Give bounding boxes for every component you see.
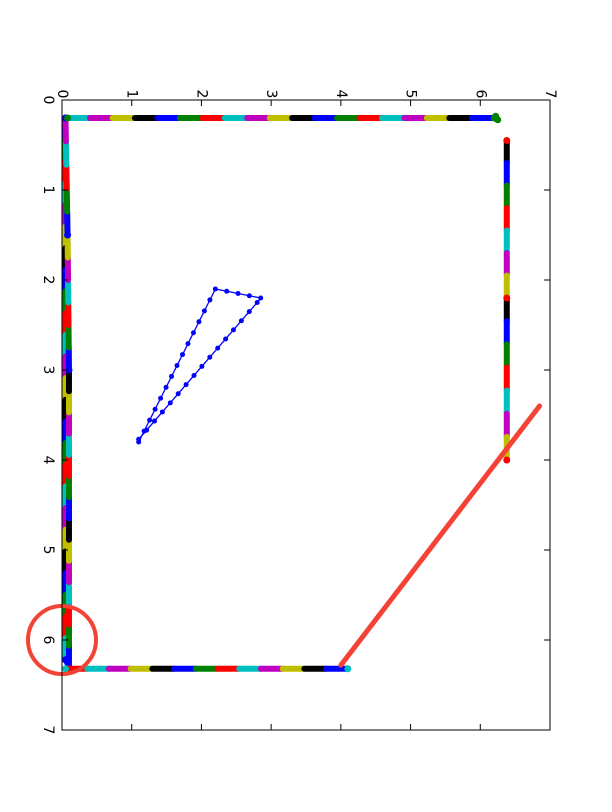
data-point	[246, 309, 252, 315]
data-point	[163, 384, 169, 390]
y-tick-label: 1	[40, 186, 56, 195]
data-point	[175, 391, 181, 397]
data-point	[167, 400, 173, 406]
plot-area	[62, 100, 550, 730]
data-point	[235, 291, 241, 296]
data-point	[254, 300, 260, 305]
y-tick-label: 6	[40, 636, 56, 645]
x-tick-label: 7	[542, 90, 558, 99]
y-tick-label: 0	[40, 96, 56, 105]
y-tick-label: 4	[40, 456, 56, 465]
data-point	[191, 372, 197, 378]
data-point	[159, 409, 165, 415]
y-tick-label: 2	[40, 276, 56, 285]
data-point	[180, 352, 186, 358]
data-point	[151, 418, 157, 424]
y-tick-label: 3	[40, 366, 56, 375]
data-point	[223, 336, 229, 342]
data-point	[185, 341, 191, 347]
data-point	[238, 318, 244, 324]
data-point	[201, 308, 207, 314]
data-point	[147, 417, 153, 423]
data-point	[65, 366, 73, 374]
data-point	[174, 363, 180, 368]
data-point	[196, 319, 202, 325]
data-point	[136, 439, 142, 445]
data-point	[141, 428, 147, 434]
x-tick-label: 5	[403, 90, 419, 99]
data-point	[230, 327, 236, 333]
data-point	[152, 406, 158, 412]
data-point	[215, 345, 221, 351]
data-point	[207, 297, 213, 303]
data-point	[344, 665, 352, 673]
data-point	[503, 456, 511, 464]
data-point	[183, 382, 189, 388]
y-tick-label: 5	[40, 546, 56, 555]
x-tick-label: 6	[472, 90, 488, 99]
x-tick-label: 1	[124, 90, 140, 99]
plot-frame	[61, 99, 551, 731]
data-point	[258, 295, 264, 301]
loop-line	[138, 288, 262, 443]
x-tick-label: 4	[333, 90, 349, 99]
data-point	[492, 112, 500, 120]
data-point	[207, 354, 213, 360]
data-point	[212, 286, 218, 292]
loop-layer	[136, 286, 264, 445]
x-tick-label: 2	[193, 90, 209, 99]
annotation-line	[338, 403, 543, 668]
data-point	[169, 373, 175, 379]
tick-labels-layer: 0 1 2 3 4 5 6 7 0 1 2 3 4 5 6 7	[40, 90, 558, 735]
y-tick-label: 7	[40, 726, 56, 735]
data-point	[503, 294, 511, 302]
data-point	[503, 137, 511, 144]
data-point	[64, 231, 72, 239]
data-point	[246, 293, 252, 299]
data-point	[199, 363, 205, 369]
tracks-layer	[61, 112, 511, 673]
data-point	[158, 395, 164, 401]
data-point	[64, 114, 72, 122]
data-point	[224, 288, 230, 294]
x-tick-label: 0	[54, 90, 70, 99]
data-point	[61, 665, 69, 673]
data-point	[190, 330, 196, 336]
x-tick-label: 3	[263, 90, 279, 99]
